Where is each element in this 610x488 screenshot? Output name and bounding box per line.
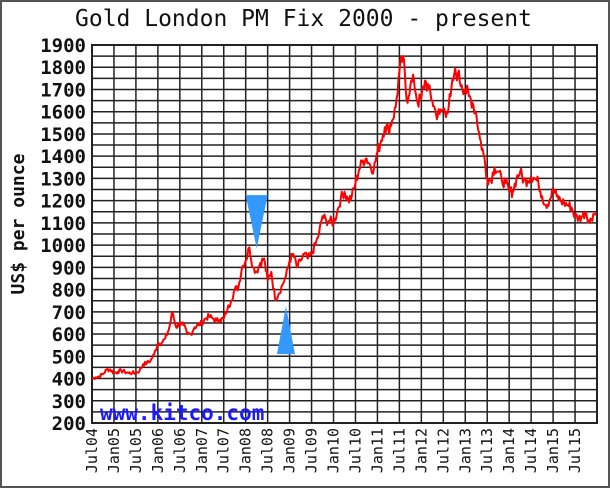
y-tick-label: 1400 [40, 146, 86, 168]
x-tick-label: Jul12 [434, 428, 452, 473]
x-tick-label: Jan05 [105, 428, 123, 473]
y-tick-label: 1900 [40, 35, 86, 57]
y-tick-label: 800 [52, 280, 86, 302]
x-tick-label: Jul04 [83, 428, 101, 473]
y-tick-label: 900 [52, 257, 86, 279]
x-tick-label: Jul10 [346, 428, 364, 473]
y-tick-label: 400 [52, 369, 86, 391]
y-axis-label: US$ per ounce [8, 153, 29, 294]
y-tick-label: 1600 [40, 102, 86, 124]
x-tick-label: Jul14 [522, 428, 540, 473]
y-tick-label: 1800 [40, 57, 86, 79]
x-tick-label: Jul06 [171, 428, 189, 473]
x-tick-label: Jul13 [478, 428, 496, 473]
y-tick-label: 300 [52, 391, 86, 413]
y-tick-label: 1500 [40, 124, 86, 146]
kitco-watermark: www.kitco.com [100, 401, 264, 425]
x-tick-label: Jan10 [325, 428, 343, 473]
x-tick-label: Jan12 [412, 428, 430, 473]
chart-title: Gold London PM Fix 2000 - present [75, 6, 532, 32]
triangle-down-marker [245, 195, 268, 249]
y-tick-label: 500 [52, 346, 86, 368]
y-tick-label: 1100 [40, 213, 86, 235]
x-tick-label: Jan13 [456, 428, 474, 473]
x-tick-label: Jul08 [259, 428, 277, 473]
x-tick-label: Jul07 [215, 428, 233, 473]
triangle-up-marker [276, 306, 295, 355]
y-tick-label: 1200 [40, 191, 86, 213]
x-tick-label: Jul15 [566, 428, 584, 473]
y-tick-label: 1700 [40, 79, 86, 101]
x-tick-label: Jan06 [149, 428, 167, 473]
y-tick-label: 200 [52, 413, 86, 435]
gold-price-line [91, 55, 598, 381]
y-tick-label: 700 [52, 302, 86, 324]
x-tick-label: Jul11 [390, 428, 408, 473]
x-tick-label: Jan08 [237, 428, 255, 473]
x-tick-label: Jan07 [193, 428, 211, 473]
y-tick-label: 600 [52, 324, 86, 346]
x-tick-label: Jan15 [544, 428, 562, 473]
x-tick-label: Jul05 [127, 428, 145, 473]
x-tick-label: Jan11 [368, 428, 386, 473]
y-tick-label: 1300 [40, 168, 86, 190]
x-tick-label: Jan09 [281, 428, 299, 473]
x-tick-label: Jul09 [303, 428, 321, 473]
x-tick-label: Jan14 [500, 428, 518, 473]
y-tick-label: 1000 [40, 235, 86, 257]
